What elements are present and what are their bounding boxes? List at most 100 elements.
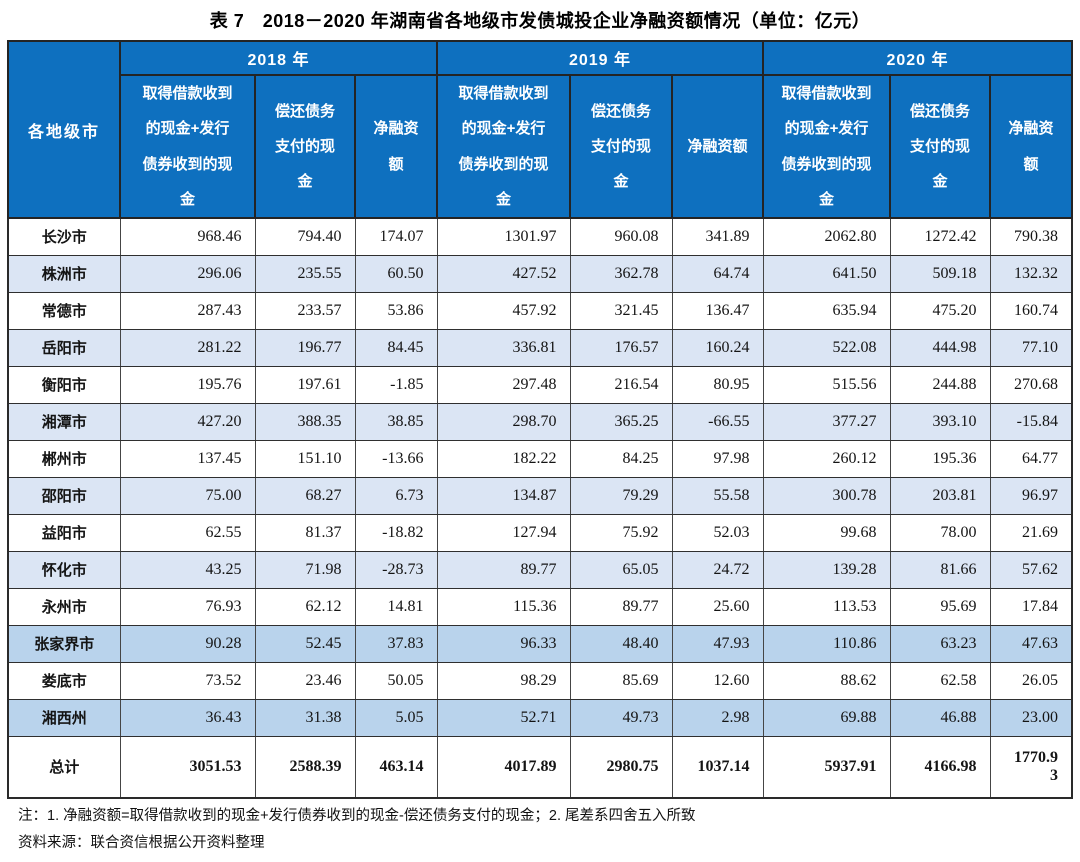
value-cell: 21.69 [989,513,1073,552]
value-cell: 2062.80 [762,217,891,256]
value-cell: 160.74 [989,291,1073,330]
value-cell: 37.83 [354,624,438,663]
value-cell: 81.66 [889,550,991,589]
col-header-2020-repay: 偿还债务 支付的现 金 [889,74,991,219]
value-cell: 388.35 [254,402,356,441]
value-cell: 89.77 [569,587,673,626]
value-cell: 365.25 [569,402,673,441]
city-cell: 湘西州 [7,698,121,737]
total-value-cell: 2980.75 [569,735,673,799]
value-cell: 134.87 [436,476,571,515]
value-cell: 1301.97 [436,217,571,256]
value-cell: 62.12 [254,587,356,626]
value-cell: 52.71 [436,698,571,737]
value-cell: 60.50 [354,254,438,293]
value-cell: 71.98 [254,550,356,589]
value-cell: 78.00 [889,513,991,552]
value-cell: 36.43 [119,698,256,737]
value-cell: 281.22 [119,328,256,367]
value-cell: 457.92 [436,291,571,330]
value-cell: 76.93 [119,587,256,626]
year-header-2018: 2018 年 [119,40,438,76]
value-cell: 48.40 [569,624,673,663]
total-row: 总计 3051.53 2588.39 463.14 4017.89 2980.75 1037… [7,735,1073,799]
value-cell: 97.98 [671,439,764,478]
col-header-2018-borrow: 取得借款收到 的现金+发行 债券收到的现 金 [119,74,256,219]
value-cell: 23.00 [989,698,1073,737]
value-cell: 96.97 [989,476,1073,515]
value-cell: -66.55 [671,402,764,441]
table-header: 各地级市 2018 年 2019 年 2020 年 取得借款收到 的现金+发行 … [7,40,1073,219]
value-cell: 182.22 [436,439,571,478]
value-cell: 233.57 [254,291,356,330]
value-cell: 321.45 [569,291,673,330]
city-cell: 永州市 [7,587,121,626]
value-cell: 427.52 [436,254,571,293]
city-cell: 邵阳市 [7,476,121,515]
value-cell: 90.28 [119,624,256,663]
value-cell: -18.82 [354,513,438,552]
value-cell: 53.86 [354,291,438,330]
total-value-cell: 1770.93 [989,735,1073,799]
value-cell: 160.24 [671,328,764,367]
table-row: 常德市 287.43 233.57 53.86 457.92 321.45 136.47 63… [7,291,1073,330]
value-cell: 55.58 [671,476,764,515]
value-cell: -15.84 [989,402,1073,441]
table-row: 株洲市 296.06 235.55 60.50 427.52 362.78 64.74 641… [7,254,1073,293]
value-cell: 195.76 [119,365,256,404]
value-cell: 1272.42 [889,217,991,256]
value-cell: 197.61 [254,365,356,404]
value-cell: 127.94 [436,513,571,552]
year-header-2019: 2019 年 [436,40,764,76]
value-cell: 65.05 [569,550,673,589]
city-column-header: 各地级市 [7,40,121,219]
table-row: 益阳市 62.55 81.37 -18.82 127.94 75.92 52.03 99.68… [7,513,1073,552]
value-cell: 57.62 [989,550,1073,589]
value-cell: 196.77 [254,328,356,367]
city-cell: 株洲市 [7,254,121,293]
city-cell: 郴州市 [7,439,121,478]
value-cell: 43.25 [119,550,256,589]
value-cell: 62.58 [889,661,991,700]
value-cell: 49.73 [569,698,673,737]
value-cell: 5.05 [354,698,438,737]
value-cell: 113.53 [762,587,891,626]
col-header-2019-borrow: 取得借款收到 的现金+发行 债券收到的现 金 [436,74,571,219]
total-value-cell: 463.14 [354,735,438,799]
value-cell: 296.06 [119,254,256,293]
value-cell: 84.45 [354,328,438,367]
col-header-2020-net: 净融资 额 [989,74,1073,219]
value-cell: 69.88 [762,698,891,737]
value-cell: 132.32 [989,254,1073,293]
value-cell: 62.55 [119,513,256,552]
value-cell: 139.28 [762,550,891,589]
value-cell: -28.73 [354,550,438,589]
value-cell: 110.86 [762,624,891,663]
value-cell: 270.68 [989,365,1073,404]
value-cell: 63.23 [889,624,991,663]
value-cell: 47.93 [671,624,764,663]
col-header-2019-net: 净融资额 [671,74,764,219]
value-cell: 6.73 [354,476,438,515]
financing-table: 各地级市 2018 年 2019 年 2020 年 取得借款收到 的现金+发行 … [7,40,1073,799]
value-cell: 960.08 [569,217,673,256]
year-header-2020: 2020 年 [762,40,1073,76]
value-cell: 84.25 [569,439,673,478]
table-row: 岳阳市 281.22 196.77 84.45 336.81 176.57 160.24 52… [7,328,1073,367]
table-row: 永州市 76.93 62.12 14.81 115.36 89.77 25.60 113.53… [7,587,1073,626]
footnotes: 注：1. 净融资额=取得借款收到的现金+发行债券收到的现金-偿还债务支付的现金；… [8,803,1072,857]
value-cell: 522.08 [762,328,891,367]
value-cell: 393.10 [889,402,991,441]
value-cell: 24.72 [671,550,764,589]
value-cell: 26.05 [989,661,1073,700]
value-cell: 298.70 [436,402,571,441]
value-cell: 377.27 [762,402,891,441]
value-cell: 2.98 [671,698,764,737]
table-row: 怀化市 43.25 71.98 -28.73 89.77 65.05 24.72 139.28… [7,550,1073,589]
value-cell: 50.05 [354,661,438,700]
city-cell: 常德市 [7,291,121,330]
value-cell: 75.92 [569,513,673,552]
value-cell: 73.52 [119,661,256,700]
value-cell: 515.56 [762,365,891,404]
value-cell: 89.77 [436,550,571,589]
